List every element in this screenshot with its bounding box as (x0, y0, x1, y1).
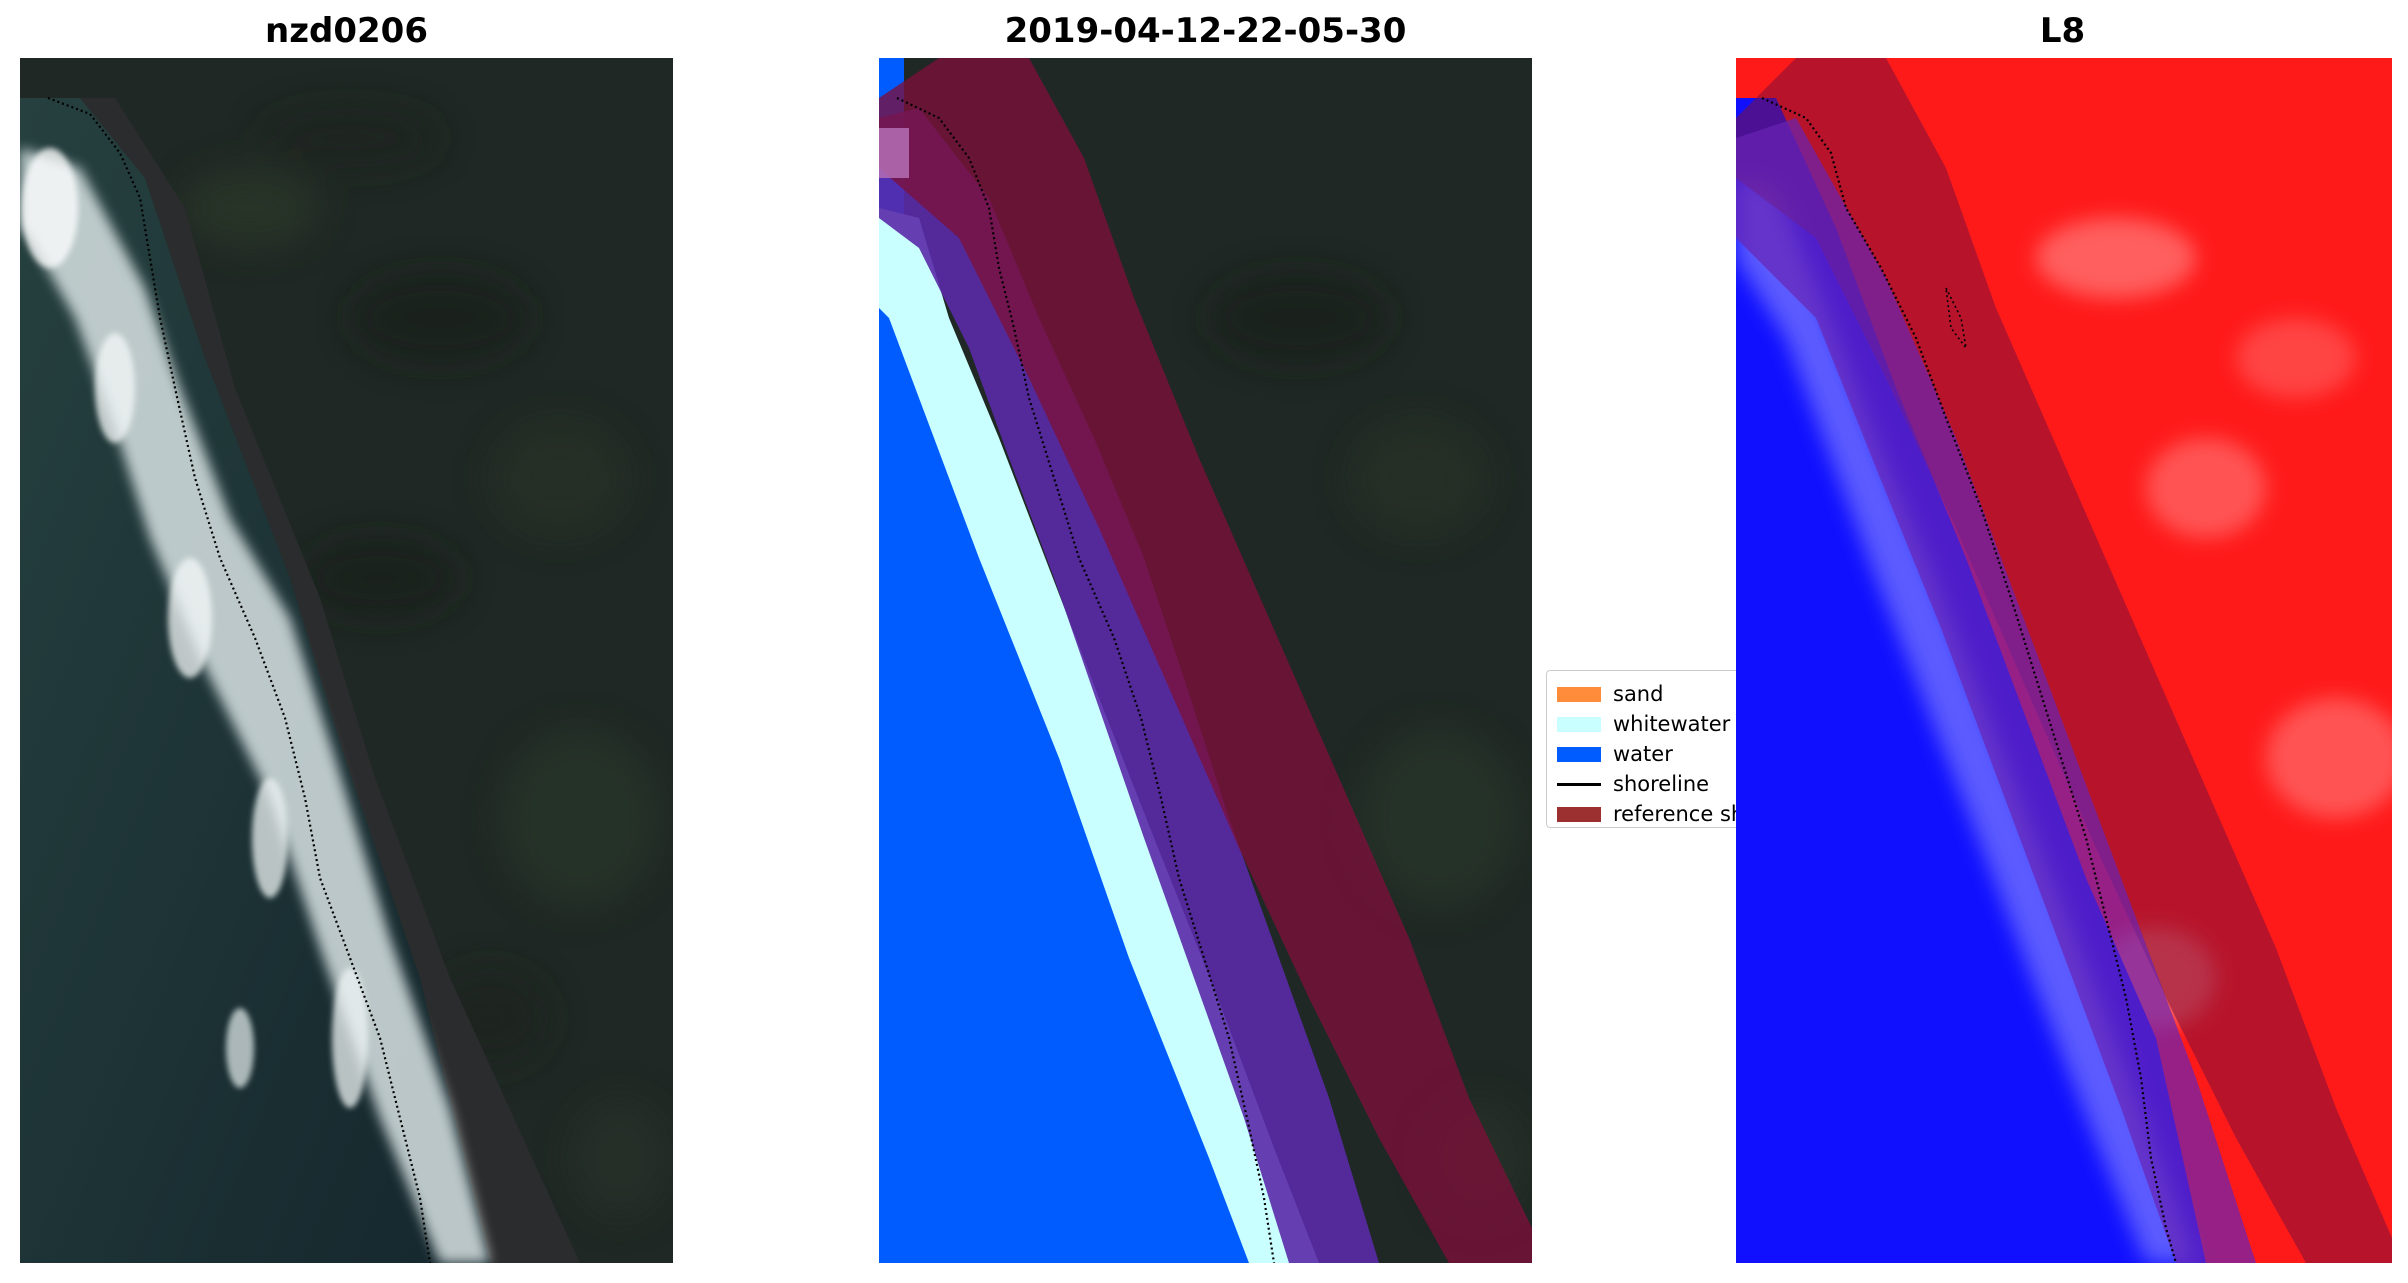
index-canvas (1736, 58, 2392, 1263)
reference-shoreline-buffer (879, 58, 1532, 1263)
rgb-image-canvas (20, 58, 673, 1263)
index-image (1736, 58, 2392, 1263)
shoreline (896, 97, 1276, 1263)
legend-swatch-reference-shoreline (1557, 807, 1601, 822)
legend-item-reference-shoreline: reference shoreline buffer (1547, 799, 1736, 827)
panel-title-classification: 2019-04-12-22-05-30 (1004, 11, 1407, 51)
legend-swatch-water (1557, 747, 1601, 762)
legend-item-whitewater: whitewater (1547, 709, 1736, 739)
surf-foam (22, 148, 368, 1108)
legend-label-sand: sand (1613, 682, 1664, 706)
legend-swatch-whitewater (1557, 717, 1601, 732)
legend: sand whitewater water shoreline referenc… (1546, 670, 1736, 828)
legend-item-sand: sand (1547, 679, 1736, 709)
legend-swatch-sand (1557, 687, 1601, 702)
surf-zone (20, 148, 490, 1263)
buffer-water-overlap (1736, 118, 2256, 1263)
legend-item-water: water (1547, 739, 1736, 769)
panel-title-rgb: nzd0206 (265, 11, 428, 51)
panel-title-index: L8 (2039, 11, 2086, 51)
legend-line-shoreline (1557, 783, 1601, 786)
legend-label-whitewater: whitewater (1613, 712, 1731, 736)
legend-item-shoreline: shoreline (1547, 769, 1736, 799)
rgb-satellite-image (20, 58, 673, 1263)
buffer-edge (879, 128, 909, 178)
legend-label-water: water (1613, 742, 1673, 766)
beach-strip (80, 98, 580, 1263)
classification-image (879, 58, 1532, 1263)
legend-label-reference-shoreline: reference shoreline buffer (1613, 802, 1736, 826)
classification-canvas (879, 58, 1532, 1263)
nearshore-water (879, 108, 1379, 1263)
legend-label-shoreline: shoreline (1613, 772, 1710, 796)
shoreline (47, 96, 432, 1263)
